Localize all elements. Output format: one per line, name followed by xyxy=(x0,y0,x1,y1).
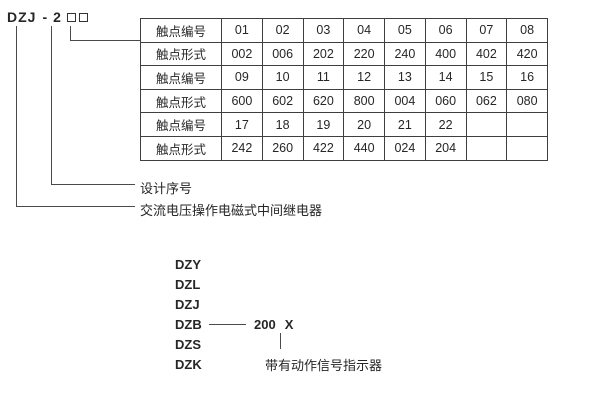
table-cell: 602 xyxy=(261,88,304,114)
series-item-dzl: DZL xyxy=(175,274,293,294)
table-cell: 06 xyxy=(424,18,467,43)
table-cell: 260 xyxy=(261,135,304,161)
table-cell: 19 xyxy=(302,112,345,137)
dzb-dash-line xyxy=(209,323,246,325)
table-cell: 08 xyxy=(506,18,548,43)
series-code: DZB xyxy=(175,316,202,332)
table-row: 触点编号 01 02 03 04 05 06 07 08 xyxy=(140,18,548,43)
table-cell: 04 xyxy=(343,18,385,43)
dzb-number: 200 xyxy=(254,316,276,332)
model-code-serial: 2 xyxy=(53,9,62,25)
table-cell: 402 xyxy=(465,41,508,67)
design-serial-label: 设计序号 xyxy=(140,181,193,196)
indicator-connector-line xyxy=(280,333,281,349)
row-label-cell: 触点编号 xyxy=(140,18,222,43)
table-cell: 15 xyxy=(465,65,508,90)
table-cell: 002 xyxy=(221,41,263,67)
table-cell: 600 xyxy=(221,88,263,114)
indicator-note-label: 带有动作信号指示器 xyxy=(265,358,383,373)
table-row: 触点形式 002 006 202 220 240 400 402 420 xyxy=(140,41,548,67)
table-cell: 18 xyxy=(261,112,304,137)
dzb-suffix: X xyxy=(284,316,294,332)
model-code-prefix: DZJ xyxy=(7,9,37,25)
table-cell: 02 xyxy=(261,18,304,43)
placeholder-box-1 xyxy=(66,12,76,22)
series-code: DZS xyxy=(175,336,201,352)
connector-boxes-to-table xyxy=(70,26,140,41)
table-cell: 204 xyxy=(424,135,467,161)
table-cell: 800 xyxy=(343,88,385,114)
table-cell xyxy=(465,135,508,161)
table-cell: 024 xyxy=(384,135,426,161)
table-cell xyxy=(465,112,508,137)
table-cell: 21 xyxy=(384,112,426,137)
table-row: 触点形式 600 602 620 800 004 060 062 080 xyxy=(140,88,548,114)
series-code: DZK xyxy=(175,356,202,372)
table-cell: 060 xyxy=(424,88,467,114)
relay-type-label: 交流电压操作电磁式中间继电器 xyxy=(140,203,323,218)
table-cell: 05 xyxy=(384,18,426,43)
connector-serial-to-label xyxy=(51,26,135,185)
series-item-dzb: DZB 200 X xyxy=(175,314,293,334)
table-cell: 14 xyxy=(424,65,467,90)
table-cell: 20 xyxy=(343,112,385,137)
row-label-cell: 触点形式 xyxy=(140,41,222,67)
model-code: DZJ - 2 xyxy=(7,9,88,25)
row-label-cell: 触点形式 xyxy=(140,135,222,161)
table-cell: 22 xyxy=(424,112,467,137)
table-cell: 03 xyxy=(302,18,345,43)
table-cell: 10 xyxy=(261,65,304,90)
row-label-cell: 触点编号 xyxy=(140,112,222,137)
model-code-separator: - xyxy=(42,9,49,25)
placeholder-box-2 xyxy=(78,12,88,22)
series-code: DZL xyxy=(175,276,201,292)
table-cell: 220 xyxy=(343,41,385,67)
table-cell: 242 xyxy=(221,135,263,161)
table-cell xyxy=(506,135,548,161)
series-code: DZJ xyxy=(175,296,200,312)
series-list: DZY DZL DZJ DZB 200 X DZS DZK xyxy=(175,254,293,374)
connector-type-to-label xyxy=(16,26,135,207)
table-cell: 07 xyxy=(465,18,508,43)
table-cell: 006 xyxy=(261,41,304,67)
table-cell: 13 xyxy=(384,65,426,90)
table-row: 触点编号 09 10 11 12 13 14 15 16 xyxy=(140,65,548,90)
table-row: 触点形式 242 260 422 440 024 204 xyxy=(140,135,548,161)
row-label-cell: 触点编号 xyxy=(140,65,222,90)
table-cell: 080 xyxy=(506,88,548,114)
table-cell: 12 xyxy=(343,65,385,90)
table-cell: 620 xyxy=(302,88,345,114)
series-item-dzk: DZK xyxy=(175,354,293,374)
series-item-dzs: DZS xyxy=(175,334,293,354)
series-item-dzj: DZJ xyxy=(175,294,293,314)
table-cell: 16 xyxy=(506,65,548,90)
table-cell: 202 xyxy=(302,41,345,67)
table-row: 触点编号 17 18 19 20 21 22 xyxy=(140,112,548,137)
table-cell xyxy=(506,112,548,137)
series-code: DZY xyxy=(175,256,201,272)
table-cell: 01 xyxy=(221,18,263,43)
table-cell: 09 xyxy=(221,65,263,90)
table-cell: 11 xyxy=(302,65,345,90)
series-item-dzy: DZY xyxy=(175,254,293,274)
table-cell: 420 xyxy=(506,41,548,67)
table-cell: 17 xyxy=(221,112,263,137)
contact-table-body: 触点编号 01 02 03 04 05 06 07 08 触点形式 002 006 202 220 240 4… xyxy=(140,18,548,161)
row-label-cell: 触点形式 xyxy=(140,88,222,114)
table-cell: 004 xyxy=(384,88,426,114)
contact-table: 触点编号 01 02 03 04 05 06 07 08 触点形式 002 006 202 220 240 4… xyxy=(140,18,548,161)
table-cell: 422 xyxy=(302,135,345,161)
table-cell: 440 xyxy=(343,135,385,161)
table-cell: 062 xyxy=(465,88,508,114)
table-cell: 240 xyxy=(384,41,426,67)
table-cell: 400 xyxy=(424,41,467,67)
